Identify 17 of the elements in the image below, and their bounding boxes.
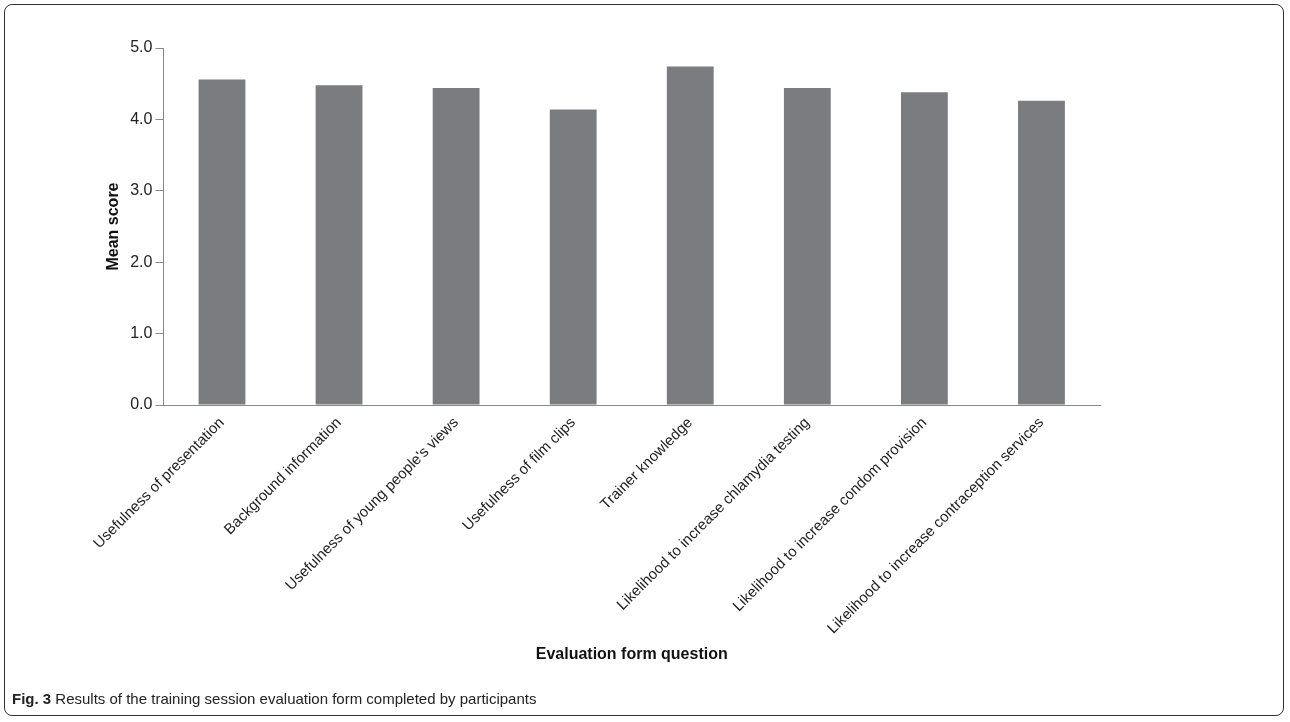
bar — [900, 92, 948, 405]
bar — [432, 87, 480, 405]
y-tick-label: 0.0 — [130, 395, 153, 413]
y-tick-label: 5.0 — [130, 38, 153, 56]
y-tick-label: 4.0 — [130, 109, 153, 127]
y-tick-label: 1.0 — [130, 324, 153, 342]
bar — [549, 109, 597, 405]
bar — [783, 87, 831, 405]
caption: Fig. 3 Results of the training session evaluation form completed by participants — [12, 690, 537, 707]
y-tick-label: 2.0 — [130, 252, 153, 270]
bar — [198, 79, 246, 405]
bar — [666, 66, 714, 405]
bar — [315, 85, 363, 405]
bar — [1018, 100, 1065, 405]
x-axis-title: Evaluation form question — [535, 644, 728, 662]
y-tick-label: 3.0 — [130, 181, 153, 199]
y-axis-title: Mean score — [104, 182, 122, 271]
